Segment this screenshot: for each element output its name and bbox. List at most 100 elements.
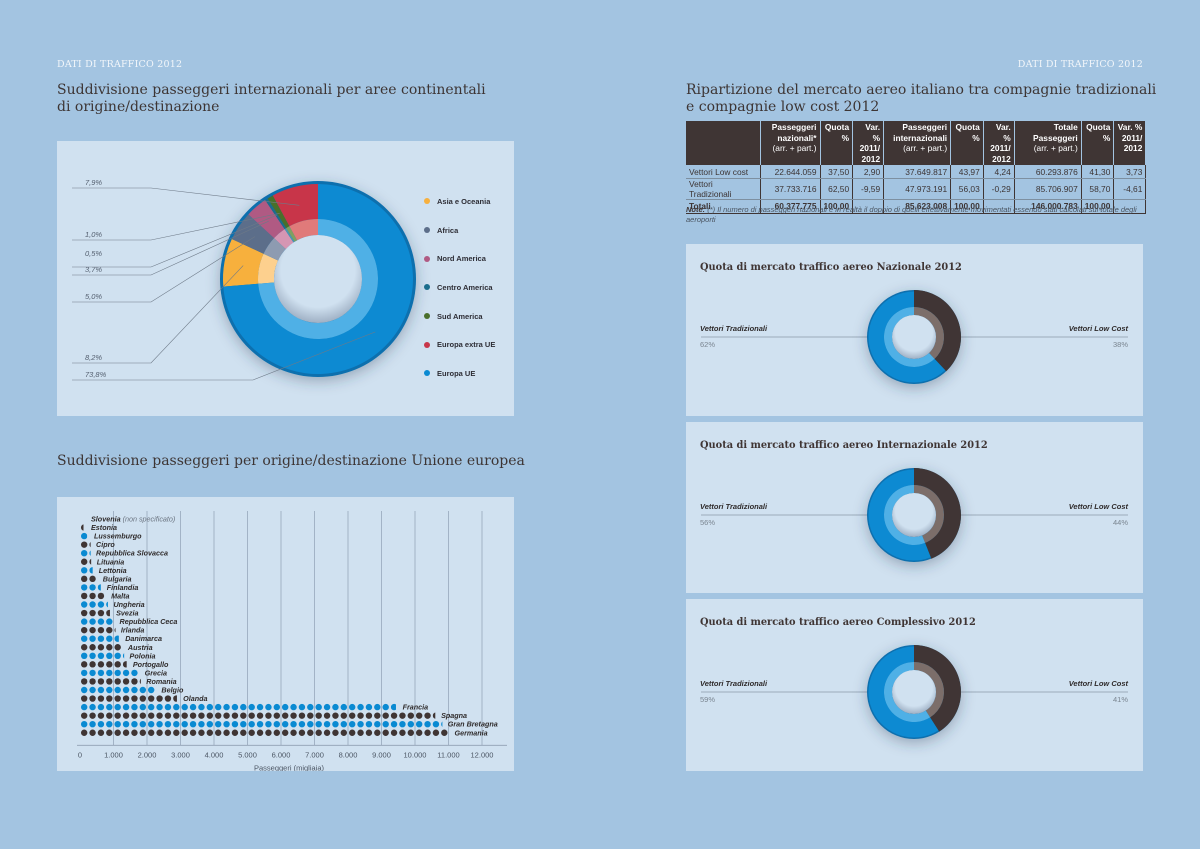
dot (97, 635, 105, 642)
country-label-irlanda: Irlanda (121, 626, 145, 635)
dot (231, 721, 239, 728)
dot (80, 678, 88, 685)
legend-swatch (424, 370, 430, 377)
country-label-germania: Germania (455, 728, 488, 737)
slice-africa (231, 214, 275, 254)
dot-bar-francia (80, 703, 396, 711)
dot (97, 695, 105, 702)
dot (357, 703, 364, 711)
dot (114, 686, 121, 694)
dot (265, 721, 272, 728)
legend-item-europa-ue: Europa UE (424, 359, 495, 388)
dot (240, 712, 247, 719)
x-tick-label: 12.000 (471, 750, 494, 759)
table-cell: 56,03 (950, 178, 984, 200)
donut-panel-complessivo: Quota di mercato traffico aereo Compless… (686, 599, 1143, 771)
table-cell: 3,73 (1113, 165, 1147, 179)
dot (240, 729, 247, 736)
partial-dot (80, 532, 88, 540)
dot (290, 703, 297, 711)
slice-inner-tradizionali (884, 307, 935, 367)
dot (415, 729, 423, 736)
row-label: Vettori Low cost (686, 165, 761, 179)
dot (97, 703, 105, 711)
table-cell: 47.973.191 (883, 178, 952, 200)
dot (106, 729, 113, 736)
donut-title: Quota di mercato traffico aereo Compless… (700, 617, 976, 628)
slice-low-cost (914, 290, 961, 372)
slice-inner-tradizionali (884, 485, 926, 545)
dot (407, 721, 415, 728)
dot (307, 729, 314, 736)
dot (365, 703, 373, 711)
dot (281, 703, 289, 711)
dot (147, 729, 155, 736)
dot (348, 712, 356, 719)
column-header: Var. % 2011/2012 (983, 121, 1015, 165)
dot (265, 712, 272, 719)
table-cell: 22.644.059 (760, 165, 821, 179)
dot (348, 721, 356, 728)
dot (80, 618, 88, 625)
dot (315, 712, 322, 719)
partial-dot (106, 601, 108, 608)
dot (214, 712, 222, 719)
dot (89, 575, 96, 583)
dot (89, 618, 96, 625)
country-label-lituania: Lituania (97, 557, 125, 566)
label-tradizionali: Vettori Tradizionali (700, 502, 768, 511)
dot (281, 729, 289, 736)
dot (97, 721, 105, 728)
dot-bar-danimarca (80, 635, 119, 642)
dot (273, 729, 281, 736)
dot (89, 652, 96, 659)
dot-bar-repubblica-ceca (80, 618, 113, 625)
table-cell: 4,24 (983, 165, 1015, 179)
dot (323, 729, 331, 736)
table-cell: 100,00 (820, 199, 854, 214)
column-header: Quota% (950, 121, 984, 165)
continental-chart-panel: 8,2% 5,0% 3,7% 0,5% 1,0% 7,9% 73,8% Asia e Oce… (57, 141, 514, 416)
legend-swatch (424, 198, 430, 205)
column-header: Totale Passeggeri (arr. + part.) (1014, 121, 1082, 165)
country-label-finlandia: Finlandia (107, 583, 139, 592)
dot (80, 550, 88, 557)
dot (89, 609, 96, 617)
column-header: Quota% (1081, 121, 1115, 165)
value-tradizionali: 62% (700, 340, 716, 349)
dot (374, 712, 381, 719)
slice-inner-asia-e-oceania (258, 253, 279, 284)
dot (173, 712, 180, 719)
table-cell: 37.649.817 (883, 165, 952, 179)
dot (357, 729, 364, 736)
dot (248, 721, 255, 728)
dot-bar-malta (80, 592, 105, 600)
dot (256, 729, 264, 736)
dot (390, 712, 398, 719)
dot (189, 712, 197, 719)
market-table-title: Ripartizione del mercato aereo italiano … (686, 82, 1156, 116)
dot (357, 712, 364, 719)
dot (340, 729, 348, 736)
country-label-portogallo: Portogallo (133, 660, 169, 669)
dot (156, 695, 163, 702)
table-cell: 60.377.775 (760, 199, 821, 214)
dot (89, 721, 96, 728)
country-label-repubblica-ceca: Repubblica Ceca (120, 617, 178, 626)
dot (89, 712, 96, 719)
market-share-donut (701, 290, 1128, 384)
dot (114, 644, 121, 651)
dot (206, 712, 214, 719)
dot (164, 721, 172, 728)
dot (80, 575, 88, 583)
dot (399, 729, 406, 736)
slice-inner-tradizionali (884, 662, 931, 722)
value-low-cost: 44% (1112, 518, 1128, 527)
legend-swatch (424, 284, 430, 291)
dot-bar-irlanda (80, 626, 116, 634)
dot (97, 712, 105, 719)
dot (223, 703, 230, 711)
dot (89, 592, 96, 600)
dot (114, 678, 121, 685)
dot (122, 695, 130, 702)
